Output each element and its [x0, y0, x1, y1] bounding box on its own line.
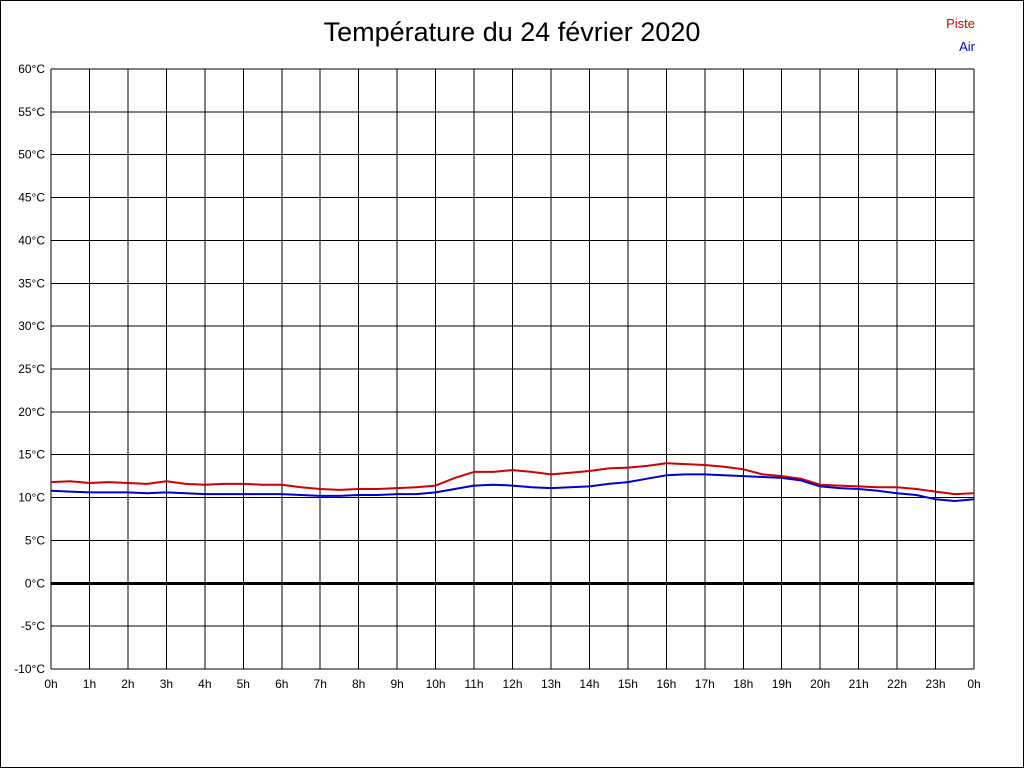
x-tick-label: 15h	[618, 677, 638, 691]
x-tick-label: 18h	[733, 677, 753, 691]
y-tick-label: 30°C	[18, 319, 45, 333]
y-tick-label: 50°C	[18, 148, 45, 162]
y-tick-label: 20°C	[18, 405, 45, 419]
x-tick-label: 0h	[44, 677, 57, 691]
y-tick-label: 10°C	[18, 491, 45, 505]
chart-legend: Piste Air	[946, 12, 975, 58]
x-tick-label: 9h	[390, 677, 403, 691]
x-gridlines	[50, 69, 975, 669]
x-tick-label: 5h	[237, 677, 250, 691]
x-tick-label: 16h	[656, 677, 676, 691]
y-tick-label: 55°C	[18, 105, 45, 119]
x-tick-label: 1h	[83, 677, 96, 691]
x-tick-label: 23h	[926, 677, 946, 691]
y-tick-label: 40°C	[18, 233, 45, 247]
x-tick-label: 10h	[426, 677, 446, 691]
x-tick-label: 3h	[160, 677, 173, 691]
y-tick-label: 5°C	[25, 533, 45, 547]
y-tick-label: 25°C	[18, 362, 45, 376]
x-tick-label: 4h	[198, 677, 211, 691]
series-lines	[50, 462, 975, 502]
y-tick-label: 0°C	[25, 576, 45, 590]
x-tick-label: 8h	[352, 677, 365, 691]
y-tick-label: 35°C	[18, 276, 45, 290]
legend-item-air: Air	[959, 39, 975, 54]
y-tick-label: 45°C	[18, 191, 45, 205]
x-tick-label: 17h	[695, 677, 715, 691]
x-tick-label: 2h	[121, 677, 134, 691]
x-tick-label: 0h	[967, 677, 980, 691]
x-tick-label: 22h	[887, 677, 907, 691]
y-tick-label: 60°C	[18, 62, 45, 76]
x-tick-label: 7h	[314, 677, 327, 691]
chart-title: Température du 24 février 2020	[323, 17, 701, 47]
legend-item-piste: Piste	[946, 16, 975, 31]
series-line-air	[50, 473, 975, 502]
y-tick-label: -10°C	[14, 662, 45, 676]
x-tick-label: 20h	[810, 677, 830, 691]
x-tick-label: 13h	[541, 677, 561, 691]
x-tick-label: 21h	[849, 677, 869, 691]
y-axis-labels: -10°C -5°C 0°C 5°C 10°C 15°C 20°C 25°C 30°C 35°C 4…	[14, 62, 45, 676]
x-tick-label: 6h	[275, 677, 288, 691]
x-tick-label: 12h	[502, 677, 522, 691]
series-line-piste	[50, 462, 975, 496]
x-tick-label: 11h	[464, 677, 483, 691]
y-tick-label: 15°C	[18, 448, 45, 462]
y-tick-label: -5°C	[21, 619, 45, 633]
x-tick-label: 19h	[772, 677, 792, 691]
x-axis-labels: 0h 1h 2h 3h 4h 5h 6h 7h 8h 9h 10h 11h 12h 13h 14h 15h 16…	[44, 677, 980, 691]
x-tick-label: 14h	[579, 677, 599, 691]
